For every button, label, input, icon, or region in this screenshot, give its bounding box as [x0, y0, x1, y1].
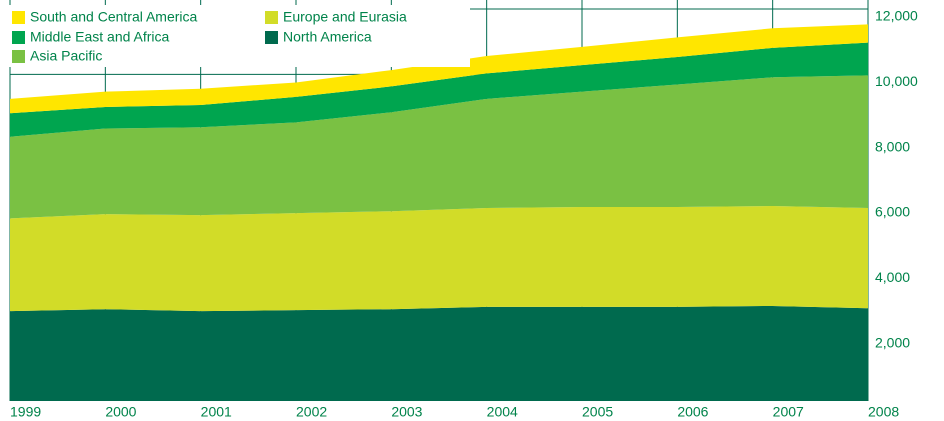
x-tick-label: 2004 [487, 404, 518, 420]
y-tick-label: 4,000 [875, 269, 910, 285]
x-tick-label: 2006 [677, 404, 708, 420]
x-tick-label: 2003 [391, 404, 422, 420]
legend-label: Europe and Eurasia [283, 9, 407, 25]
x-tick-label: 2008 [868, 404, 899, 420]
x-tick-label: 2005 [582, 404, 613, 420]
legend-label: South and Central America [30, 9, 198, 25]
x-tick-label: 2002 [296, 404, 327, 420]
x-tick-label: 2007 [773, 404, 804, 420]
legend-label: Asia Pacific [30, 48, 102, 64]
legend-swatch [12, 50, 25, 63]
legend-swatch [12, 31, 25, 44]
legend-label: Middle East and Africa [30, 29, 170, 45]
legend-swatch [265, 11, 278, 24]
area [10, 75, 868, 219]
legend-swatch [265, 31, 278, 44]
y-tick-label: 6,000 [875, 204, 910, 220]
x-tick-label: 2000 [105, 404, 136, 420]
y-tick-label: 10,000 [875, 73, 918, 89]
x-tick-label: 1999 [10, 404, 41, 420]
y-tick-label: 8,000 [875, 138, 910, 154]
legend-label: North America [283, 29, 372, 45]
legend-background [0, 5, 470, 67]
legend-swatch [12, 11, 25, 24]
area [10, 205, 868, 312]
area [10, 24, 868, 114]
y-tick-label: 12,000 [875, 8, 918, 24]
x-tick-label: 2001 [201, 404, 232, 420]
area [10, 305, 868, 401]
y-tick-label: 2,000 [875, 334, 910, 350]
area [10, 42, 868, 137]
